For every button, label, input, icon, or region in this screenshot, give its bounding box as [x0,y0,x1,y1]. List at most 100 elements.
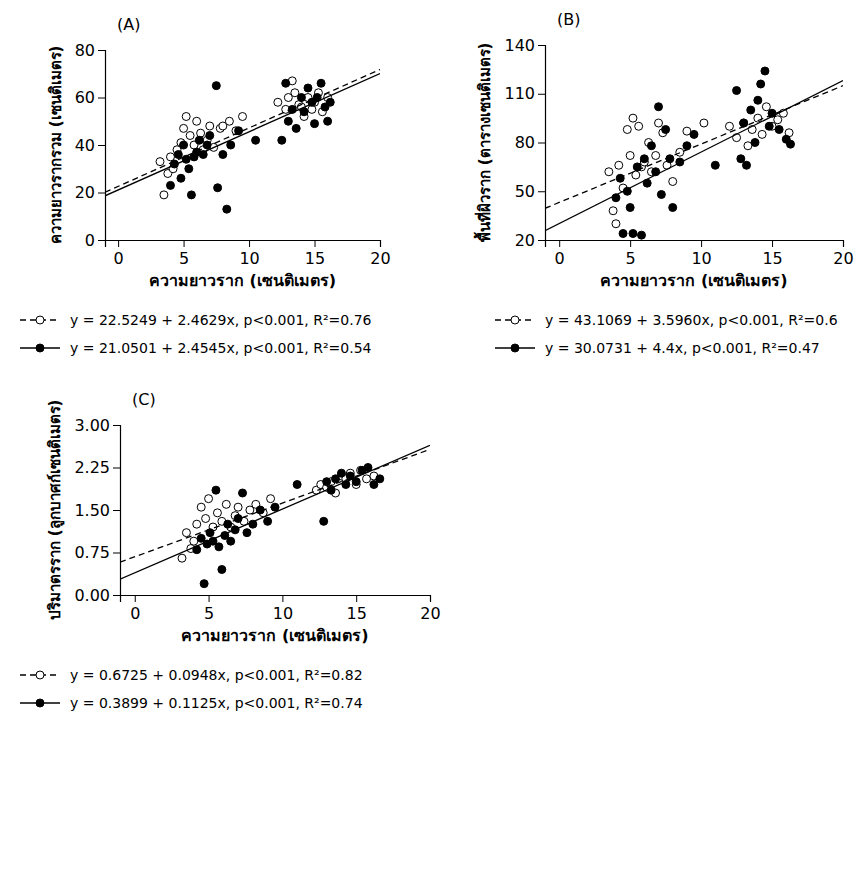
y-axis-title: ปริมาตรราก (ลูกบาศก์เซนติเมตร) [46,400,65,621]
tick: 40 [75,136,105,155]
tick-mark [772,240,773,247]
axis-line [121,596,431,603]
point [740,119,748,127]
tick: 0 [114,240,124,268]
tick: 10 [239,240,259,268]
point [619,230,627,238]
point [669,178,677,186]
point [215,543,223,551]
y-axis-title: ความยาวรากรวม (เซนติเมตร) [47,46,65,245]
tick: 140 [504,36,545,55]
tick-label: 20 [75,183,95,202]
point [274,98,282,106]
tick: 5 [179,240,189,268]
axis-line [113,426,121,596]
point [292,124,300,132]
point [626,152,634,160]
panel-label: (A) [117,15,140,34]
point [758,130,766,138]
panel: 051015200.000.751.502.253.00ความยาวราก (… [20,390,441,711]
legend-label: y = 43.1069 + 3.5960x, p<0.001, R²=0.6 [545,312,838,328]
point [214,184,222,192]
x-axis: 05101520 [106,240,391,268]
legend: y = 43.1069 + 3.5960x, p<0.001, R²=0.6y … [495,312,838,356]
axis-line [546,241,844,248]
tick-mark [380,240,381,247]
legend: y = 22.5249 + 2.4629x, p<0.001, R²=0.76y… [20,312,372,356]
point [156,158,164,166]
point [278,136,286,144]
point [337,469,345,477]
axis-line [538,46,546,241]
point [182,113,190,121]
tick: 15 [305,240,325,268]
tick-mark [98,240,105,241]
legend-label: y = 21.0501 + 2.4545x, p<0.001, R²=0.54 [70,340,372,356]
y-axis: 0.000.751.502.253.00 [74,416,120,605]
tick-mark [315,240,316,247]
tick-label: 0 [114,249,124,268]
fit-line [120,449,430,562]
point [747,106,755,114]
tick-label: 110 [504,84,535,103]
point [676,148,684,156]
point [657,191,665,199]
tick: 20 [515,231,545,250]
point [193,520,201,528]
point [376,475,384,483]
point [623,126,631,134]
point [324,117,332,125]
tick-mark [135,595,136,602]
tick-mark [538,94,545,95]
tick-mark [430,595,431,602]
tick-label: 0.00 [74,586,110,605]
tick: 0.75 [74,543,120,562]
point [609,207,617,215]
point [629,230,637,238]
tick: 10 [273,595,293,623]
fit-line [545,81,843,231]
tick-mark [118,240,119,247]
tick-mark [538,240,545,241]
y-axis: 205080110140 [504,36,545,250]
axis-line [98,51,106,241]
point [282,79,290,87]
point [197,503,205,511]
plot-area [545,67,843,239]
x-axis-title: ความยาวราก (เซนติเมตร) [181,626,368,645]
point [652,152,660,160]
point [762,103,770,111]
tick-label: 140 [504,36,535,55]
point [297,94,305,102]
tick-label: 10 [273,604,293,623]
tick-label: 5 [204,604,214,623]
fit-line [545,86,843,209]
point [655,103,663,111]
point [629,114,637,122]
tick: 0.00 [74,586,120,605]
point [205,495,213,503]
tick: 15 [347,595,367,623]
tick-label: 10 [239,249,259,268]
point [239,489,247,497]
point [774,116,782,124]
y-axis-title: พื้นที่ผิวราก (ตารางเซนติเมตร) [473,43,494,243]
tick-mark [701,240,702,247]
point [775,126,783,134]
point [757,80,765,88]
tick-mark [249,240,250,247]
legend-item: y = 0.3899 + 0.1125x, p<0.001, R²=0.74 [20,695,363,711]
point [612,220,620,228]
point [669,204,677,212]
point [683,142,691,150]
point [662,126,670,134]
point [640,155,648,163]
point [743,161,751,169]
point [690,130,698,138]
point [197,129,205,137]
legend-marker [511,316,519,324]
tick: 80 [75,41,105,60]
tick-mark [98,98,105,99]
x-axis: 05101520 [546,240,854,268]
legend-label: y = 0.3899 + 0.1125x, p<0.001, R²=0.74 [70,695,363,711]
